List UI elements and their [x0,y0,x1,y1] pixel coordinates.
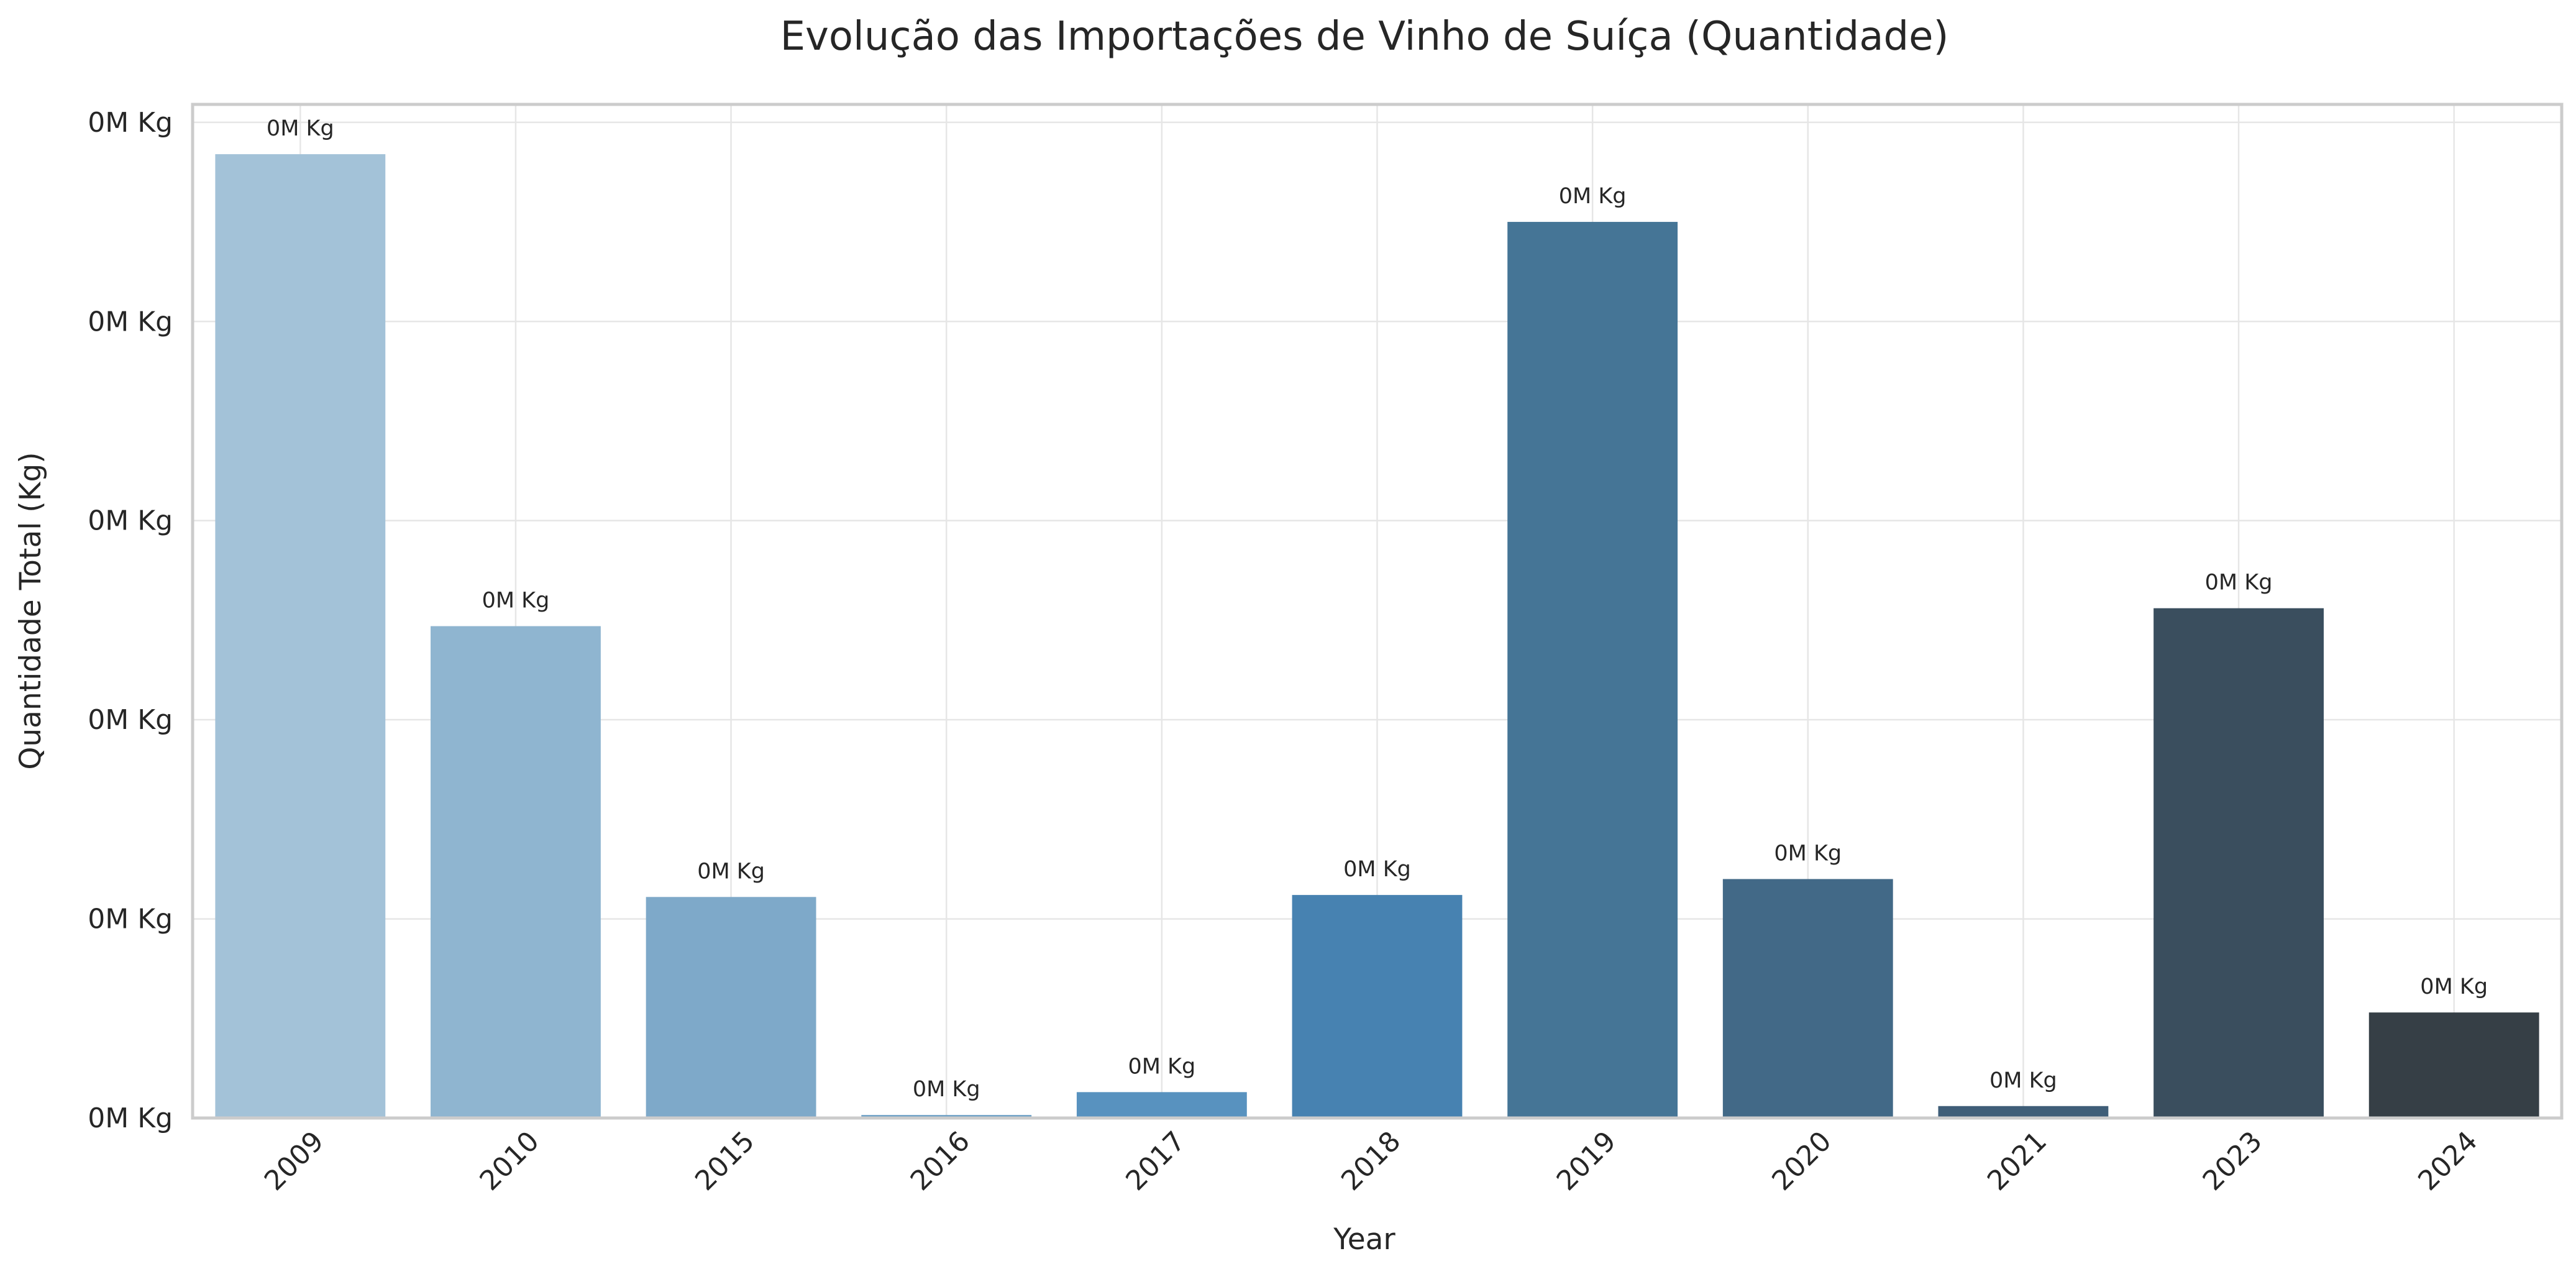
bar-data-label: 0M Kg [1128,1054,1195,1079]
x-tick-label: 2015 [689,1125,760,1197]
plot-frame [191,103,2564,1120]
bar [431,626,601,1118]
bar-data-label: 0M Kg [482,589,550,613]
x-tick-label: 2019 [1551,1125,1622,1197]
bar [1938,1106,2109,1118]
y-tick-label: 0M Kg [88,904,173,935]
bar [646,897,816,1118]
x-tick-label: 2009 [258,1125,330,1197]
bar [215,154,386,1119]
bar-data-label: 0M Kg [913,1077,980,1102]
bar [1292,895,1463,1118]
bar [1722,879,1893,1118]
bar-data-label: 0M Kg [2205,571,2273,595]
bar-data-label: 0M Kg [2420,974,2488,999]
x-tick-label: 2017 [1120,1125,1191,1197]
bar-data-label: 0M Kg [1343,857,1411,882]
y-tick-label: 0M Kg [88,505,173,537]
y-tick-label: 0M Kg [88,704,173,736]
bar [1076,1092,1247,1118]
bar-layer [215,154,2539,1119]
bar [1507,222,1678,1118]
y-tick-label: 0M Kg [88,306,173,337]
bar-data-label: 0M Kg [267,116,334,141]
bar [2154,608,2324,1118]
bar-data-label: 0M Kg [1774,841,1842,866]
x-axis-label: Year [1333,1222,1395,1257]
y-tick-label: 0M Kg [88,107,173,139]
bar-data-label: 0M Kg [697,859,765,884]
chart-title: Evolução das Importações de Vinho de Suí… [780,14,1949,60]
x-tick-label: 2021 [1981,1125,2053,1197]
y-tick-label: 0M Kg [88,1102,173,1134]
x-tick-label: 2018 [1335,1125,1407,1197]
x-tick-label: 2010 [473,1125,545,1197]
x-tick-label: 2020 [1766,1125,1837,1197]
y-axis-label: Quantidade Total (Kg) [14,452,48,769]
x-tick-label: 2024 [2412,1125,2483,1197]
x-tick-label: 2016 [905,1125,976,1197]
bar-data-label: 0M Kg [1989,1068,2057,1093]
bar-data-label: 0M Kg [1559,184,1627,209]
bar [2368,1012,2539,1118]
x-tick-label: 2023 [2197,1125,2268,1197]
